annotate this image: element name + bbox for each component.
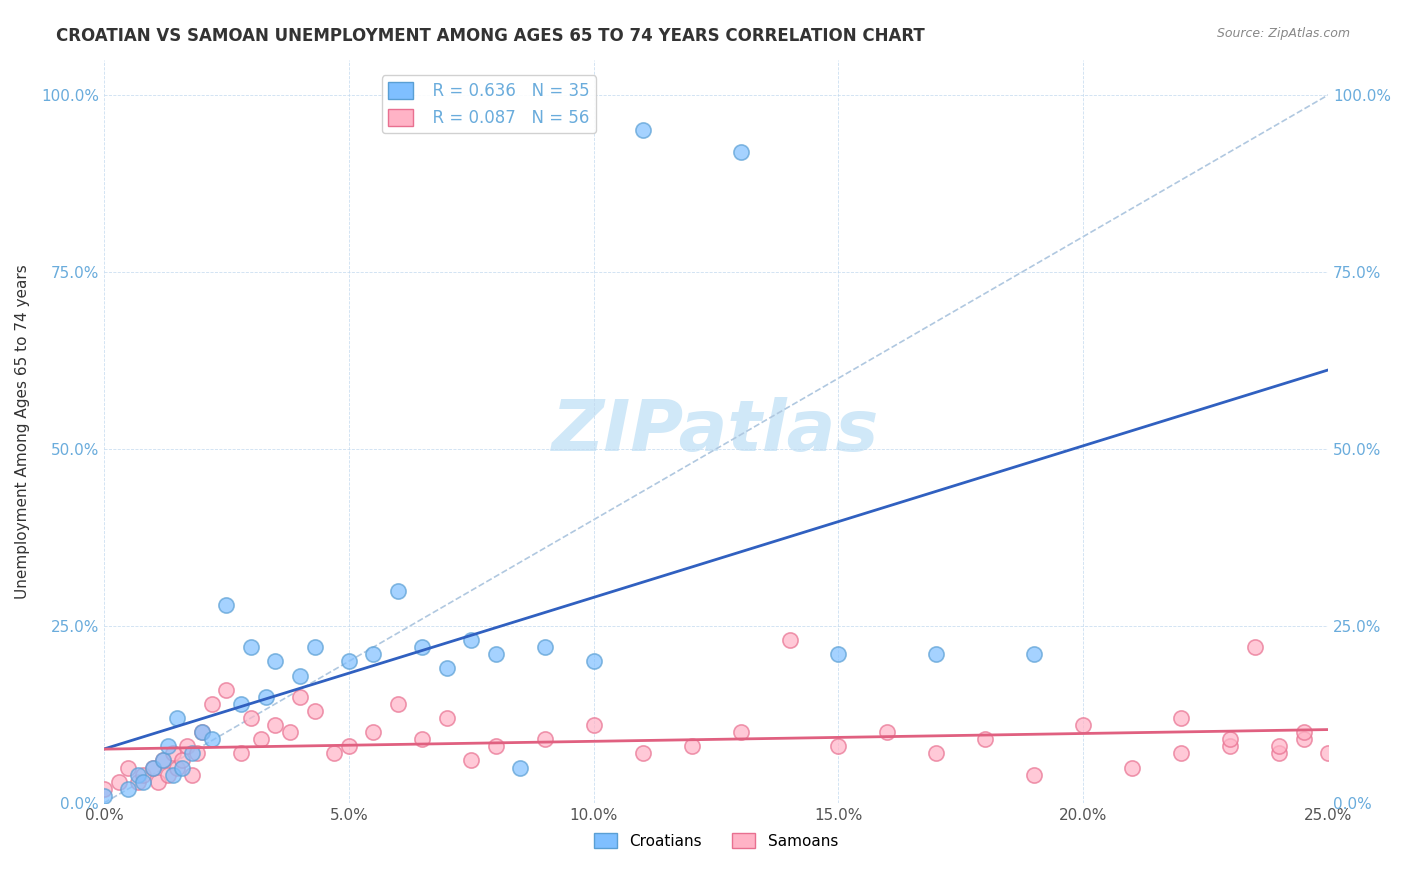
Croatians xyxy=(411,640,433,655)
Croatians xyxy=(1024,647,1046,661)
Samoans xyxy=(127,774,149,789)
Samoans xyxy=(152,754,174,768)
Samoans xyxy=(1219,732,1241,747)
Samoans xyxy=(1024,767,1046,781)
Croatians xyxy=(93,789,115,803)
Croatians xyxy=(730,145,752,159)
Croatians xyxy=(152,754,174,768)
Samoans xyxy=(249,732,271,747)
Samoans xyxy=(1071,718,1094,732)
Croatians xyxy=(117,781,139,796)
Croatians xyxy=(436,661,458,675)
Samoans xyxy=(107,774,129,789)
Samoans xyxy=(288,690,311,704)
Samoans xyxy=(304,704,326,718)
Samoans xyxy=(485,739,508,754)
Samoans xyxy=(215,682,238,697)
Samoans xyxy=(1317,747,1340,761)
Samoans xyxy=(146,774,169,789)
Croatians xyxy=(172,760,194,774)
Legend: Croatians, Samoans: Croatians, Samoans xyxy=(588,827,844,855)
Croatians xyxy=(162,767,184,781)
Samoans xyxy=(387,697,409,711)
Samoans xyxy=(1170,747,1192,761)
Samoans xyxy=(132,767,155,781)
Samoans xyxy=(191,725,214,739)
Croatians xyxy=(631,123,654,137)
Croatians xyxy=(191,725,214,739)
Croatians xyxy=(387,583,409,598)
Croatians xyxy=(827,647,849,661)
Samoans xyxy=(172,754,194,768)
Samoans xyxy=(337,739,360,754)
Samoans xyxy=(201,697,224,711)
Croatians xyxy=(166,711,188,725)
Croatians xyxy=(215,598,238,612)
Samoans xyxy=(827,739,849,754)
Samoans xyxy=(181,767,204,781)
Samoans xyxy=(925,747,948,761)
Samoans xyxy=(166,760,188,774)
Text: ZIPatlas: ZIPatlas xyxy=(553,397,880,466)
Croatians xyxy=(533,640,555,655)
Samoans xyxy=(1268,747,1291,761)
Samoans xyxy=(582,718,605,732)
Y-axis label: Unemployment Among Ages 65 to 74 years: Unemployment Among Ages 65 to 74 years xyxy=(15,264,30,599)
Samoans xyxy=(436,711,458,725)
Croatians xyxy=(181,747,204,761)
Croatians xyxy=(337,654,360,668)
Croatians xyxy=(156,739,179,754)
Croatians xyxy=(925,647,948,661)
Croatians xyxy=(460,633,482,648)
Croatians xyxy=(509,760,531,774)
Samoans xyxy=(264,718,287,732)
Samoans xyxy=(681,739,703,754)
Samoans xyxy=(1292,732,1315,747)
Samoans xyxy=(1121,760,1143,774)
Samoans xyxy=(1292,725,1315,739)
Croatians xyxy=(361,647,384,661)
Croatians xyxy=(132,774,155,789)
Croatians xyxy=(127,767,149,781)
Samoans xyxy=(162,747,184,761)
Samoans xyxy=(176,739,198,754)
Croatians xyxy=(201,732,224,747)
Samoans xyxy=(156,767,179,781)
Croatians xyxy=(229,697,252,711)
Croatians xyxy=(142,760,165,774)
Samoans xyxy=(876,725,898,739)
Croatians xyxy=(485,647,508,661)
Samoans xyxy=(117,760,139,774)
Samoans xyxy=(1219,739,1241,754)
Samoans xyxy=(974,732,997,747)
Samoans xyxy=(631,747,654,761)
Croatians xyxy=(288,668,311,682)
Croatians xyxy=(582,654,605,668)
Samoans xyxy=(1170,711,1192,725)
Samoans xyxy=(278,725,301,739)
Samoans xyxy=(411,732,433,747)
Samoans xyxy=(361,725,384,739)
Samoans xyxy=(93,781,115,796)
Text: Source: ZipAtlas.com: Source: ZipAtlas.com xyxy=(1216,27,1350,40)
Samoans xyxy=(186,747,208,761)
Samoans xyxy=(730,725,752,739)
Samoans xyxy=(460,754,482,768)
Text: CROATIAN VS SAMOAN UNEMPLOYMENT AMONG AGES 65 TO 74 YEARS CORRELATION CHART: CROATIAN VS SAMOAN UNEMPLOYMENT AMONG AG… xyxy=(56,27,925,45)
Croatians xyxy=(239,640,262,655)
Samoans xyxy=(779,633,801,648)
Samoans xyxy=(142,760,165,774)
Croatians xyxy=(254,690,277,704)
Croatians xyxy=(304,640,326,655)
Samoans xyxy=(1268,739,1291,754)
Croatians xyxy=(264,654,287,668)
Samoans xyxy=(1243,640,1265,655)
Samoans xyxy=(323,747,346,761)
Samoans xyxy=(533,732,555,747)
Samoans xyxy=(229,747,252,761)
Samoans xyxy=(239,711,262,725)
